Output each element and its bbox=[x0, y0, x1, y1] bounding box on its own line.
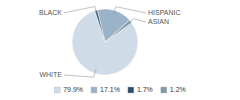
leader-line bbox=[113, 7, 146, 16]
legend-swatch bbox=[91, 87, 97, 93]
slice-label: ASIAN bbox=[148, 18, 169, 25]
slice-label: HISPANIC bbox=[148, 9, 181, 16]
annotations: WHITE ASIAN HISPANIC BLACK bbox=[39, 6, 181, 78]
legend-label: 17.1% bbox=[100, 86, 120, 93]
leader-line bbox=[127, 19, 146, 25]
slice-label: BLACK bbox=[39, 9, 62, 16]
legend-label: 1.7% bbox=[137, 86, 153, 93]
legend-swatch bbox=[54, 87, 60, 93]
legend-swatch bbox=[128, 87, 134, 93]
legend-swatch bbox=[161, 87, 167, 93]
chart: WHITE ASIAN HISPANIC BLACK 79.9% 17.1% 1.7% 1.2… bbox=[0, 0, 240, 100]
legend: 79.9% 17.1% 1.7% 1.2% bbox=[54, 86, 186, 93]
leader-line bbox=[64, 6, 97, 15]
legend-label: 79.9% bbox=[63, 86, 83, 93]
slice-label: WHITE bbox=[39, 71, 62, 78]
legend-item: 1.7% bbox=[128, 86, 153, 93]
legend-item: 17.1% bbox=[91, 86, 120, 93]
pie bbox=[72, 9, 138, 75]
pie-slice bbox=[95, 10, 105, 42]
legend-label: 1.2% bbox=[170, 86, 186, 93]
legend-item: 79.9% bbox=[54, 86, 83, 93]
leader-line bbox=[64, 69, 96, 78]
legend-item: 1.2% bbox=[161, 86, 186, 93]
